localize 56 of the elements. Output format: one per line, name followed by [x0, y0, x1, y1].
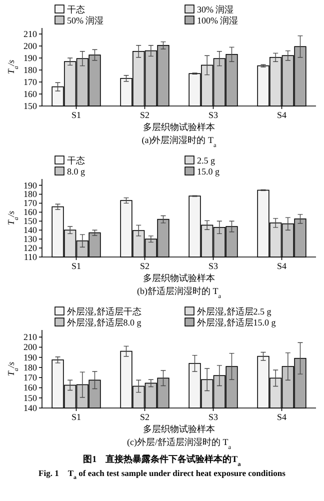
y-tick-label: 170: [24, 372, 38, 383]
x-tick-label: S4: [276, 261, 287, 271]
y-tick-label: 170: [24, 198, 38, 208]
x-tick-label: S3: [208, 412, 218, 422]
y-tick-label: 210: [24, 332, 38, 342]
y-tick-label: 180: [24, 362, 38, 372]
x-axis-title: 多层织物试验样本: [143, 424, 215, 434]
legend-label: 外层湿,舒适层15.0 g: [197, 318, 276, 328]
legend-label: 8.0 g: [67, 166, 86, 176]
text: (b)舒适层润湿时的 T$_{a}$: [136, 286, 222, 300]
x-tick-label: S4: [276, 412, 287, 422]
legend-label: 干态: [67, 4, 85, 14]
x-tick-label: S1: [71, 110, 82, 120]
x-tick-label: S1: [71, 412, 82, 422]
x-tick-label: S3: [208, 110, 218, 120]
y-tick-label: 210: [24, 29, 38, 39]
caption: 图1 直接热暴露条件下各试验样本的T$_{a}$: [83, 454, 242, 468]
y-tick-label: 130: [24, 234, 38, 244]
y-tick-label: 110: [24, 252, 38, 262]
y-tick-label: 200: [24, 342, 38, 352]
y-tick-label: 160: [24, 382, 38, 393]
caption: Fig. 1 T$_{a}$ of each test sample under direct heat exposure conditions: [38, 468, 286, 481]
x-tick-label: S3: [208, 261, 218, 271]
x-axis-title: 多层织物试验样本: [143, 122, 215, 132]
y-tick-label: 180: [24, 189, 38, 200]
y-tick-label: 170: [24, 77, 38, 87]
legend-label: 100% 润湿: [197, 16, 238, 26]
legend-label: 2.5 g: [197, 156, 216, 166]
y-tick-label: 200: [24, 41, 38, 51]
y-tick-label: 140: [24, 403, 38, 413]
y-tick-label: 150: [24, 101, 38, 111]
legend-label: 50% 润湿: [67, 16, 104, 26]
y-tick-label: 190: [24, 53, 38, 63]
x-tick-label: S2: [140, 110, 150, 120]
y-tick-label: 160: [24, 89, 38, 99]
y-tick-label: 180: [24, 65, 38, 75]
legend-label: 30% 润湿: [197, 4, 234, 14]
y-tick-label: 160: [24, 207, 38, 218]
y-tick-label: 120: [24, 243, 38, 254]
x-axis-title: 多层织物试验样本: [143, 273, 215, 283]
text: (c)外层/舒适层润湿时的 T$_{a}$: [126, 437, 232, 450]
legend-label: 15.0 g: [197, 166, 220, 176]
y-tick-label: 190: [24, 180, 38, 190]
x-tick-label: S4: [276, 110, 287, 120]
x-tick-label: S1: [71, 261, 82, 271]
y-tick-label: 150: [24, 392, 38, 403]
y-tick-label: 140: [24, 225, 38, 236]
legend-label: 干态: [67, 156, 85, 166]
legend-label: 外层湿,舒适层干态: [67, 306, 142, 316]
y-tick-label: 190: [24, 352, 38, 362]
text: (a)外层润湿时的 T$_{a}$: [142, 135, 216, 148]
y-tick-label: 150: [24, 216, 38, 226]
legend-label: 外层湿,舒适层2.5 g: [197, 306, 272, 316]
x-tick-label: S2: [140, 412, 150, 422]
legend-label: 外层湿,舒适层8.0 g: [67, 318, 142, 328]
x-tick-label: S2: [140, 261, 150, 271]
